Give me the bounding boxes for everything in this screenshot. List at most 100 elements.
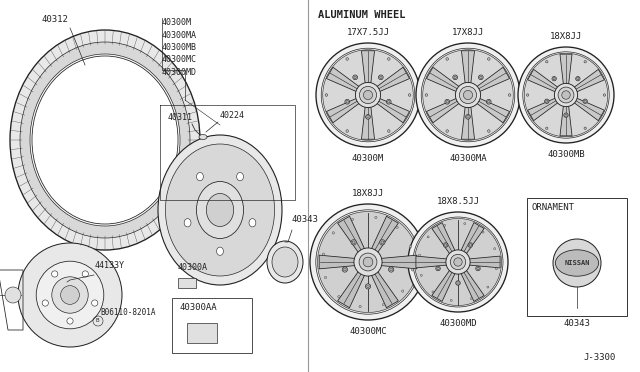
Circle shape — [367, 285, 369, 288]
Circle shape — [488, 130, 490, 132]
Text: 18X8JJ: 18X8JJ — [352, 189, 384, 198]
Polygon shape — [573, 98, 604, 121]
Circle shape — [316, 210, 420, 314]
Text: 40224: 40224 — [220, 111, 245, 120]
Text: 40311: 40311 — [168, 113, 193, 122]
Circle shape — [61, 286, 79, 304]
Text: 40300AA: 40300AA — [180, 303, 218, 312]
Circle shape — [432, 291, 434, 293]
Circle shape — [564, 113, 568, 117]
Circle shape — [518, 47, 614, 143]
Polygon shape — [476, 67, 509, 92]
Circle shape — [364, 90, 372, 100]
Circle shape — [367, 116, 369, 118]
Circle shape — [346, 100, 349, 103]
Circle shape — [469, 244, 472, 246]
Circle shape — [351, 240, 356, 245]
Circle shape — [444, 224, 445, 226]
Circle shape — [346, 58, 349, 60]
Circle shape — [479, 76, 482, 78]
Circle shape — [456, 281, 460, 285]
Circle shape — [380, 76, 382, 78]
Ellipse shape — [165, 144, 275, 276]
Text: ORNAMENT: ORNAMENT — [532, 203, 575, 212]
Circle shape — [387, 130, 390, 132]
Bar — [172, 298, 252, 353]
Polygon shape — [461, 270, 484, 301]
Circle shape — [332, 232, 335, 234]
Circle shape — [365, 284, 371, 289]
Circle shape — [388, 267, 394, 272]
Circle shape — [415, 218, 502, 305]
Circle shape — [387, 100, 390, 103]
Circle shape — [436, 267, 439, 270]
Circle shape — [323, 253, 324, 255]
Circle shape — [454, 258, 462, 266]
Circle shape — [401, 290, 404, 292]
Circle shape — [324, 276, 326, 279]
Polygon shape — [461, 222, 484, 254]
Circle shape — [446, 58, 449, 60]
Ellipse shape — [237, 173, 243, 181]
Circle shape — [416, 43, 520, 147]
Circle shape — [82, 271, 88, 277]
Polygon shape — [426, 98, 460, 123]
Circle shape — [365, 115, 371, 119]
Ellipse shape — [556, 250, 598, 276]
Circle shape — [374, 216, 377, 219]
Bar — [187, 323, 217, 343]
Text: 18X8JJ: 18X8JJ — [550, 32, 582, 41]
Circle shape — [360, 86, 376, 103]
Circle shape — [446, 250, 470, 274]
Polygon shape — [362, 106, 374, 139]
Circle shape — [419, 254, 420, 256]
Circle shape — [584, 127, 586, 129]
Text: B: B — [95, 318, 99, 324]
Circle shape — [446, 100, 449, 103]
Circle shape — [451, 254, 466, 270]
Text: 40343: 40343 — [292, 215, 319, 224]
Circle shape — [546, 100, 548, 102]
Polygon shape — [527, 69, 559, 92]
Circle shape — [460, 86, 477, 103]
Polygon shape — [461, 51, 474, 84]
Polygon shape — [338, 271, 365, 308]
Circle shape — [354, 76, 356, 78]
Circle shape — [482, 231, 484, 233]
Circle shape — [354, 248, 382, 276]
Circle shape — [584, 100, 586, 102]
Circle shape — [493, 248, 495, 250]
Circle shape — [42, 300, 49, 306]
Polygon shape — [468, 256, 500, 268]
Polygon shape — [527, 98, 559, 121]
Polygon shape — [426, 67, 460, 92]
Ellipse shape — [158, 135, 282, 285]
Text: NISSAN: NISSAN — [564, 260, 589, 266]
Polygon shape — [476, 98, 509, 123]
Circle shape — [444, 243, 448, 247]
Ellipse shape — [30, 54, 180, 226]
Polygon shape — [371, 271, 398, 308]
Ellipse shape — [267, 241, 303, 283]
Polygon shape — [319, 255, 356, 269]
Ellipse shape — [216, 247, 223, 255]
Circle shape — [427, 236, 429, 238]
Circle shape — [18, 243, 122, 347]
Circle shape — [387, 99, 391, 104]
Polygon shape — [432, 222, 455, 254]
Circle shape — [387, 58, 390, 60]
Circle shape — [92, 300, 98, 306]
Text: 40300MA: 40300MA — [449, 154, 487, 163]
Circle shape — [359, 253, 377, 271]
Circle shape — [444, 244, 447, 246]
Circle shape — [317, 212, 419, 312]
Circle shape — [352, 241, 355, 244]
Bar — [178, 278, 196, 288]
Ellipse shape — [272, 247, 298, 277]
Circle shape — [583, 99, 588, 103]
Circle shape — [495, 268, 497, 270]
Polygon shape — [362, 51, 374, 84]
Circle shape — [5, 287, 21, 303]
Text: 40300M
40300MA
40300MB
40300MC
40300MD: 40300M 40300MA 40300MB 40300MC 40300MD — [162, 18, 197, 77]
Text: 40300A: 40300A — [178, 263, 208, 272]
